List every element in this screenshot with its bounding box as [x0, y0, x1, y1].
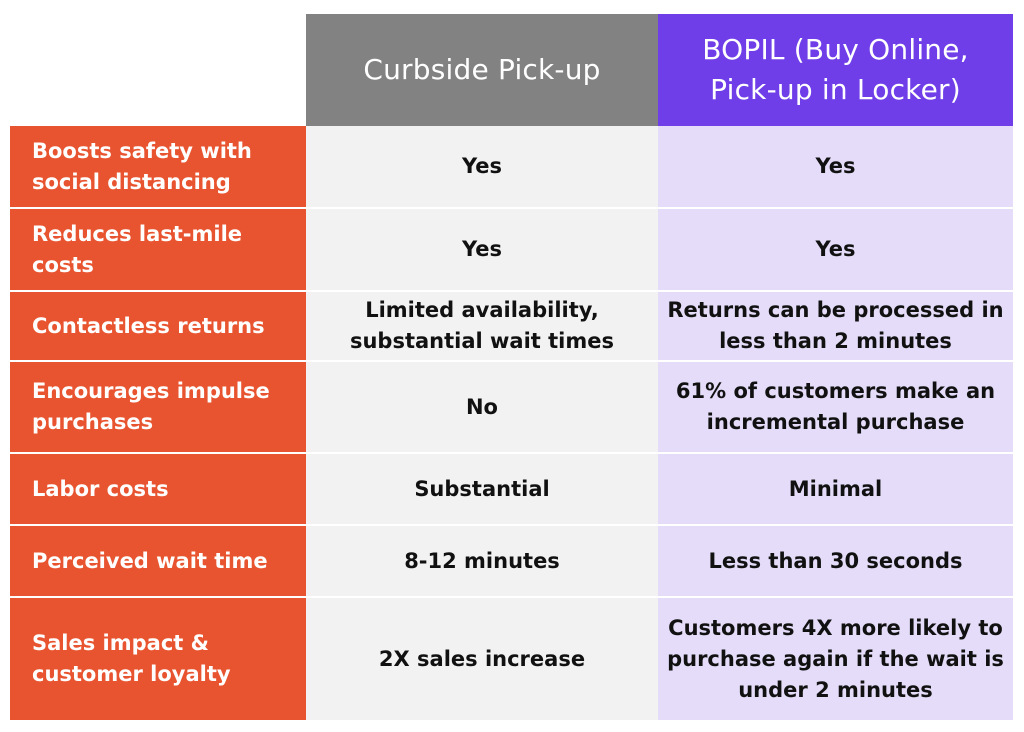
- row-feature-wait-time: Perceived wait time: [10, 526, 306, 598]
- row-feature-labor: Labor costs: [10, 454, 306, 526]
- row-feature-impulse: Encourages impulse purchases: [10, 362, 306, 454]
- row-feature-safety: Boosts safety with social distancing: [10, 126, 306, 209]
- curbside-value-labor: Substantial: [306, 454, 658, 526]
- comparison-table: Curbside Pick-up BOPIL (Buy Online, Pick…: [10, 14, 1013, 720]
- bopil-value-last-mile: Yes: [658, 209, 1013, 292]
- table-corner: [10, 14, 306, 126]
- bopil-value-safety: Yes: [658, 126, 1013, 209]
- curbside-value-sales-impact: 2X sales increase: [306, 598, 658, 720]
- header-bopil: BOPIL (Buy Online, Pick-up in Locker): [658, 14, 1013, 126]
- row-feature-sales-impact: Sales impact & customer loyalty: [10, 598, 306, 720]
- curbside-value-safety: Yes: [306, 126, 658, 209]
- curbside-value-wait-time: 8-12 minutes: [306, 526, 658, 598]
- header-curbside: Curbside Pick-up: [306, 14, 658, 126]
- curbside-value-returns: Limited availability, substantial wait t…: [306, 292, 658, 362]
- curbside-value-last-mile: Yes: [306, 209, 658, 292]
- row-feature-last-mile: Reduces last-mile costs: [10, 209, 306, 292]
- bopil-value-labor: Minimal: [658, 454, 1013, 526]
- curbside-value-impulse: No: [306, 362, 658, 454]
- bopil-value-impulse: 61% of customers make an incremental pur…: [658, 362, 1013, 454]
- bopil-value-returns: Returns can be processed in less than 2 …: [658, 292, 1013, 362]
- bopil-value-wait-time: Less than 30 seconds: [658, 526, 1013, 598]
- row-feature-returns: Contactless returns: [10, 292, 306, 362]
- bopil-value-sales-impact: Customers 4X more likely to purchase aga…: [658, 598, 1013, 720]
